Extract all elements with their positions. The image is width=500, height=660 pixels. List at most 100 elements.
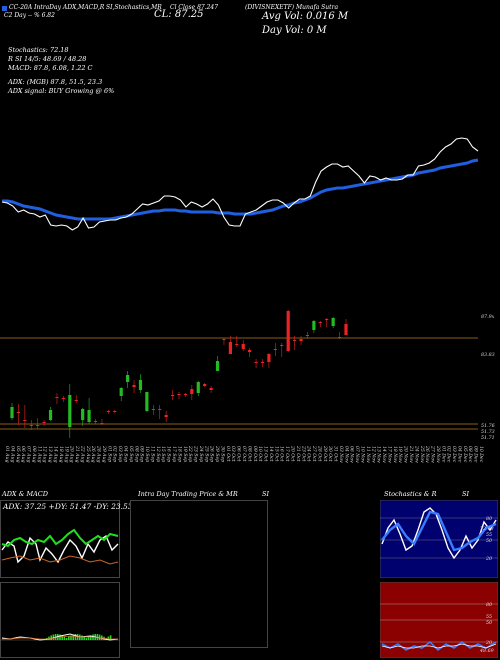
x-axis-label: 10 Dec	[478, 446, 484, 463]
macd-value: MACD: 87.8, 6.08, 1.22 C	[8, 64, 93, 72]
candle	[293, 336, 297, 350]
x-axis-label: 03 Nov	[338, 446, 344, 463]
stochastics-label: SI,Stochastics,MR	[106, 4, 162, 11]
adx-value: ADX: (MGB) 87.8, 51.5, 23.3	[8, 78, 103, 86]
x-axis-label: 13 Aug	[47, 446, 53, 463]
candle	[61, 396, 65, 402]
stoch-current: 72.18	[480, 526, 494, 532]
stoch-level-50: 50	[486, 538, 492, 544]
x-axis-label: 02 Dec	[446, 446, 452, 463]
close-label: Cl Close 87.247	[170, 4, 219, 11]
close-value: CL: 87.25	[154, 9, 204, 20]
candle	[55, 393, 59, 404]
x-axis-label: 20 Oct	[289, 445, 295, 462]
x-axis-label: 15 Sep	[160, 446, 166, 462]
stoch-level-20: 20	[485, 556, 492, 562]
x-axis-label: 09 Dec	[473, 446, 479, 463]
x-axis-label: 06 Nov	[349, 446, 355, 463]
x-axis-label: 19 Nov	[397, 446, 403, 463]
x-axis-label: 16 Oct	[279, 446, 285, 462]
candle	[151, 405, 155, 415]
stochastics-panel: 80 55 50 20 72.18	[380, 500, 498, 578]
x-axis-label: 27 Oct	[311, 445, 317, 462]
x-axis-label: 24 Oct	[306, 445, 312, 462]
x-axis-label: 14 Aug	[52, 446, 58, 463]
candle	[228, 336, 232, 354]
x-axis-label: 30 Oct	[327, 446, 333, 462]
rsi-current: 48.69	[479, 648, 494, 654]
day-change-label: C2 Day -- % 6.82	[4, 12, 55, 19]
rsi-value: R SI 14/5: 48.69 / 48.28	[8, 55, 87, 63]
macd-histogram-bar	[74, 634, 77, 640]
candle	[16, 404, 21, 425]
x-axis-label: 24 Nov	[413, 445, 419, 463]
x-axis-label: 10 Sep	[144, 446, 150, 462]
stoch-title: Stochastics & R	[384, 490, 437, 498]
macd-histogram-bar	[85, 637, 88, 640]
candle	[235, 336, 239, 347]
x-axis-label: 23 Oct	[300, 445, 306, 462]
candle	[241, 340, 245, 351]
candle	[48, 407, 53, 421]
stochastics-value: Stochastics: 72.18	[8, 46, 69, 54]
adx-signal: ADX signal: BUY Growing @ 6%	[8, 87, 115, 95]
x-axis-label: 03 Sep	[117, 446, 123, 462]
candle	[158, 405, 162, 419]
macd-histogram-bar	[109, 635, 112, 640]
x-axis-label: 26 Nov	[424, 445, 430, 463]
macd-histogram-bar	[50, 635, 52, 640]
candle	[42, 420, 46, 426]
candle	[177, 392, 181, 399]
x-axis-label: 08 Aug	[31, 446, 37, 463]
macd-histogram-bar	[107, 636, 110, 640]
candle	[203, 383, 207, 387]
x-axis-label: 11 Aug	[36, 446, 42, 463]
x-axis-label: 21 Oct	[295, 445, 301, 462]
x-axis-label: 04 Sep	[123, 446, 129, 462]
ticker-label: (DIVISNEXETF) Munafa Sutra	[245, 4, 339, 11]
x-axis-label: 06 Oct	[236, 446, 242, 462]
candle	[248, 348, 252, 357]
candle	[93, 419, 98, 424]
x-axis-label: 04 Dec	[456, 446, 462, 463]
x-axis-label: 17 Sep	[171, 446, 177, 462]
x-axis-label: 07 Aug	[26, 446, 32, 463]
legend-label: CC-20A IntraDay ADX,MACD,R	[9, 4, 105, 11]
rsi-level-55: 55	[486, 614, 492, 620]
macd-histogram-bar	[87, 636, 90, 640]
macd-histogram-bar	[68, 636, 70, 640]
chart-header: CC-20A IntraDay ADX,MACD,R SI,Stochastic…	[0, 0, 500, 40]
x-axis-label: 20 Nov	[403, 445, 409, 463]
price-line	[1, 137, 479, 231]
candle	[87, 398, 91, 424]
x-axis-label: 05 Aug	[15, 446, 21, 463]
macd-histogram-bar	[81, 635, 83, 640]
stoch-level-80: 80	[486, 516, 492, 522]
candle	[106, 410, 110, 414]
avg-volume: Avg Vol: 0.016 M	[262, 11, 349, 22]
x-axis-label: 28 Nov	[435, 445, 441, 463]
x-axis-label: 06 Aug	[20, 446, 26, 463]
x-axis-label: 24 Sep	[198, 445, 204, 462]
candle	[260, 359, 265, 367]
plus-di-line	[1, 528, 119, 548]
candle	[344, 319, 348, 335]
x-axis-label: 02 Sep	[112, 446, 118, 462]
candle	[126, 371, 130, 388]
rsi-level-50: 50	[486, 620, 492, 626]
candle	[164, 411, 168, 422]
price-value-label: 51.71	[481, 435, 495, 441]
x-axis-label: 14 Nov	[381, 446, 387, 463]
stoch-title-si: SI	[462, 490, 470, 498]
macd-histogram-bar	[90, 635, 92, 640]
candle	[170, 390, 175, 400]
candle	[113, 410, 117, 413]
macd-histogram-bar	[70, 635, 72, 640]
x-axis-label: 23 Sep	[193, 445, 199, 462]
candle	[190, 385, 194, 400]
candle	[337, 332, 342, 339]
macd-panel-plot	[0, 633, 120, 641]
candle	[119, 387, 123, 401]
candle	[81, 408, 85, 426]
